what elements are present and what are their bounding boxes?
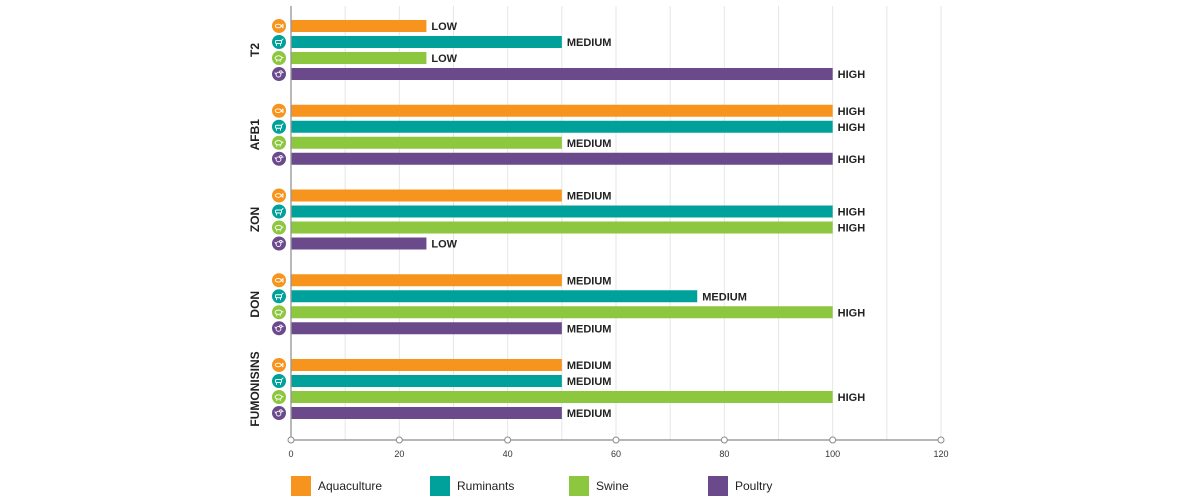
cow-icon bbox=[272, 374, 286, 388]
chicken-icon bbox=[272, 406, 286, 420]
bar-swine bbox=[291, 221, 833, 234]
bar-aquaculture bbox=[291, 189, 562, 202]
chicken-icon bbox=[272, 236, 286, 251]
bar-ruminants bbox=[291, 205, 833, 218]
bar-ruminants bbox=[291, 120, 833, 133]
bar-aquaculture bbox=[291, 274, 562, 287]
bar-data-label: HIGH bbox=[838, 122, 866, 134]
bar-data-label: HIGH bbox=[838, 207, 866, 219]
bar-data-label: MEDIUM bbox=[567, 360, 612, 372]
bar-ruminants bbox=[291, 375, 562, 387]
chicken-icon bbox=[272, 67, 286, 81]
bar-data-label: HIGH bbox=[838, 106, 866, 118]
legend-label: Swine bbox=[596, 479, 629, 493]
chicken-icon bbox=[272, 151, 286, 166]
legend-item-ruminants: Ruminants bbox=[430, 476, 514, 496]
legend-swatch bbox=[569, 476, 589, 496]
bar-data-label: MEDIUM bbox=[702, 291, 747, 303]
bar-data-label: LOW bbox=[431, 21, 457, 33]
bar-data-label: HIGH bbox=[838, 69, 866, 81]
bar-poultry bbox=[291, 68, 833, 80]
legend-item-poultry: Poultry bbox=[708, 476, 772, 496]
x-tick-label: 80 bbox=[719, 449, 729, 459]
bar-ruminants bbox=[291, 290, 698, 303]
bar-data-label: HIGH bbox=[838, 307, 866, 319]
cow-icon bbox=[272, 119, 286, 134]
fish-icon bbox=[272, 188, 286, 203]
pig-icon bbox=[272, 390, 286, 404]
cow-icon bbox=[272, 289, 286, 304]
bar-aquaculture bbox=[291, 20, 427, 32]
bar-aquaculture bbox=[291, 104, 833, 117]
category-label: T2 bbox=[248, 43, 262, 57]
bar-data-label: MEDIUM bbox=[567, 37, 612, 49]
fish-icon bbox=[272, 19, 286, 33]
bar-poultry bbox=[291, 322, 562, 335]
legend-item-aquaculture: Aquaculture bbox=[291, 476, 382, 496]
bar-data-label: LOW bbox=[431, 239, 457, 251]
bar-data-label: MEDIUM bbox=[567, 275, 612, 287]
bar-ruminants bbox=[291, 36, 562, 48]
fish-icon bbox=[272, 103, 286, 118]
x-tick-label: 20 bbox=[394, 449, 404, 459]
bar-data-label: MEDIUM bbox=[567, 138, 612, 150]
bar-data-label: MEDIUM bbox=[567, 323, 612, 335]
fish-icon bbox=[272, 273, 286, 288]
legend-swatch bbox=[708, 476, 728, 496]
bar-data-label: HIGH bbox=[838, 223, 866, 235]
pig-icon bbox=[272, 51, 286, 65]
bar-poultry bbox=[291, 237, 427, 250]
bar-data-label: MEDIUM bbox=[567, 376, 612, 388]
bar-swine bbox=[291, 391, 833, 403]
x-axis: 0 20 40 60 80 100 120 bbox=[287, 6, 949, 459]
pig-icon bbox=[272, 220, 286, 235]
pig-icon bbox=[272, 305, 286, 320]
x-tick-marker bbox=[612, 436, 620, 444]
x-tick-label: 60 bbox=[611, 449, 621, 459]
x-tick-marker bbox=[720, 436, 728, 444]
category-label: ZON bbox=[248, 207, 262, 232]
cow-icon bbox=[272, 35, 286, 49]
bars: LOW MEDIUM LOW HIGH HIGH HIGH MEDIUM HIGH MEDIUM… bbox=[291, 20, 866, 420]
bar-swine bbox=[291, 306, 833, 319]
legend-label: Ruminants bbox=[457, 479, 515, 493]
category-label: AFB1 bbox=[248, 119, 262, 151]
legend: Aquaculture Ruminants Swine Poultry bbox=[0, 476, 1200, 496]
category-labels: T2 AFB1 ZON DON FUMONISINS bbox=[248, 43, 262, 427]
bar-swine bbox=[291, 52, 427, 64]
category-label: DON bbox=[248, 291, 262, 318]
legend-label: Poultry bbox=[735, 479, 773, 493]
x-tick-label: 40 bbox=[503, 449, 513, 459]
pig-icon bbox=[272, 135, 286, 150]
x-tick-marker bbox=[829, 436, 837, 444]
bar-data-label: LOW bbox=[431, 53, 457, 65]
x-tick-marker bbox=[504, 436, 512, 444]
bar-aquaculture bbox=[291, 359, 562, 371]
legend-label: Aquaculture bbox=[318, 479, 383, 493]
series-icons bbox=[272, 19, 286, 420]
bar-data-label: MEDIUM bbox=[567, 408, 612, 420]
bar-swine bbox=[291, 136, 562, 149]
fish-icon bbox=[272, 358, 286, 372]
legend-item-swine: Swine bbox=[569, 476, 629, 496]
bar-data-label: HIGH bbox=[838, 154, 866, 166]
x-tick-label: 100 bbox=[825, 449, 840, 459]
x-tick-label: 0 bbox=[288, 449, 293, 459]
bar-data-label: MEDIUM bbox=[567, 191, 612, 203]
cow-icon bbox=[272, 204, 286, 219]
chicken-icon bbox=[272, 321, 286, 336]
legend-swatch bbox=[291, 476, 311, 496]
bar-data-label: HIGH bbox=[838, 392, 866, 404]
legend-swatch bbox=[430, 476, 450, 496]
x-tick-marker bbox=[287, 436, 295, 444]
category-label: FUMONISINS bbox=[248, 351, 262, 426]
x-tick-marker bbox=[937, 436, 945, 444]
x-tick-label: 120 bbox=[933, 449, 948, 459]
x-tick-marker bbox=[395, 436, 403, 444]
bar-poultry bbox=[291, 152, 833, 165]
bar-poultry bbox=[291, 407, 562, 419]
